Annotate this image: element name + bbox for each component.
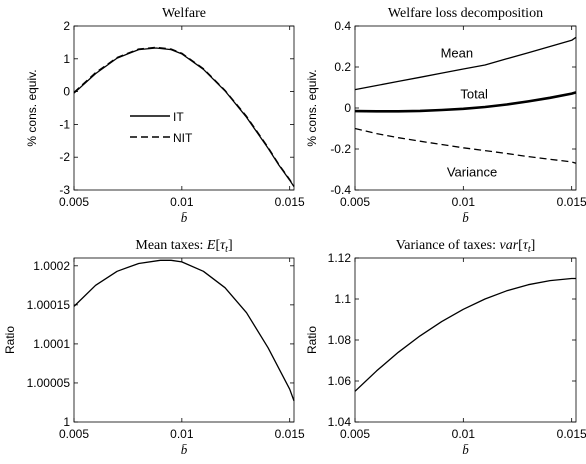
decomposition-x-tick-label: 0.005 xyxy=(340,195,370,209)
welfare-legend-label-nit: NIT xyxy=(173,131,193,145)
mean-taxes-x-tick-label: 0.01 xyxy=(170,427,194,441)
decomposition-x-tick-label: 0.01 xyxy=(452,195,476,209)
variance-taxes-y-tick-label: 1.1 xyxy=(334,292,351,306)
decomposition-title: Welfare loss decomposition xyxy=(388,6,543,21)
welfare-y-tick-label: 0 xyxy=(63,85,70,99)
decomposition-y-tick-label: 0.2 xyxy=(334,60,351,74)
decomposition-series-mean-line xyxy=(354,36,577,91)
variance-taxes-x-axis-label: b̄ xyxy=(462,442,469,457)
welfare-x-axis-label: b̄ xyxy=(181,210,188,225)
decomposition-x-tick-label: 0.015 xyxy=(557,195,586,209)
mean-taxes-title: Mean taxes: E[τt] xyxy=(135,238,232,255)
decomposition-y-tick-label: 0 xyxy=(344,101,351,115)
mean-taxes-y-tick-label: 1.00005 xyxy=(27,376,71,390)
welfare-legend-label-it: IT xyxy=(173,110,184,124)
mean-taxes-y-tick-label: 1 xyxy=(63,415,70,429)
welfare-series-nit-line xyxy=(73,46,295,187)
mean-taxes-y-tick-label: 1.0001 xyxy=(33,337,70,351)
variance-taxes-y-tick-label: 1.06 xyxy=(328,374,352,388)
decomposition-y-tick-label: -0.2 xyxy=(330,142,351,156)
welfare-y-tick-label: 1 xyxy=(63,52,70,66)
decomposition-panel: Welfare loss decomposition 0.005 0.01 0.015… xyxy=(305,6,586,225)
mean-taxes-panel: Mean taxes: E[τt] 0.005 0.01 0.015 1.0002 1.0… xyxy=(3,238,305,457)
variance-taxes-y-axis-label: Ratio xyxy=(305,326,319,354)
mean-taxes-x-axis-label: b̄ xyxy=(181,442,188,457)
decomposition-x-axis-label: b̄ xyxy=(462,210,469,225)
variance-taxes-x-tick-label: 0.005 xyxy=(340,427,370,441)
variance-taxes-y-tick-label: 1.08 xyxy=(328,333,352,347)
welfare-x-tick-label: 0.01 xyxy=(170,195,194,209)
mean-taxes-series-0-line xyxy=(73,259,295,402)
welfare-y-axis-label: % cons. equiv. xyxy=(25,69,39,146)
decomposition-series-total-line xyxy=(354,91,577,113)
decomposition-annotation-mean: Mean xyxy=(441,46,474,61)
welfare-x-tick-label: 0.015 xyxy=(275,195,305,209)
welfare-legend: IT NIT xyxy=(130,110,193,145)
welfare-title: Welfare xyxy=(162,6,206,21)
mean-taxes-y-axis-label: Ratio xyxy=(3,326,17,354)
decomposition-series-variance-line xyxy=(354,127,577,164)
variance-taxes-y-tick-label: 1.12 xyxy=(328,251,352,265)
variance-taxes-y-tick-label: 1.04 xyxy=(328,415,352,429)
variance-taxes-x-tick-label: 0.015 xyxy=(557,427,586,441)
mean-taxes-y-tick-label: 1.0002 xyxy=(33,259,70,273)
welfare-series-it-line xyxy=(73,47,295,188)
variance-taxes-series-0-line xyxy=(354,277,576,392)
welfare-y-tick-label: -1 xyxy=(59,117,70,131)
welfare-axes-frame xyxy=(73,25,295,191)
welfare-y-tick-label: -3 xyxy=(59,183,70,197)
mean-taxes-x-tick-label: 0.015 xyxy=(275,427,305,441)
welfare-y-tick-label: 2 xyxy=(63,19,70,33)
decomposition-y-axis-label: % cons. equiv. xyxy=(305,69,319,146)
mean-taxes-axes-frame xyxy=(73,257,295,423)
welfare-y-tick-label: -2 xyxy=(59,150,70,164)
welfare-x-tick-label: 0.005 xyxy=(59,195,89,209)
variance-taxes-panel: Variance of taxes: var[τt] 0.005 0.01 0.015… xyxy=(305,238,586,457)
welfare-panel: Welfare 0.005 0.01 0.015 2 1 0 -1 -2 -3 b̄ % cons. … xyxy=(25,6,305,225)
decomposition-y-tick-label: -0.4 xyxy=(330,183,351,197)
mean-taxes-y-tick-label: 1.00015 xyxy=(27,298,71,312)
variance-taxes-x-tick-label: 0.01 xyxy=(452,427,476,441)
variance-taxes-title: Variance of taxes: var[τt] xyxy=(396,238,536,255)
decomposition-annotation-total: Total xyxy=(460,87,488,102)
mean-taxes-x-tick-label: 0.005 xyxy=(59,427,89,441)
decomposition-annotation-variance: Variance xyxy=(447,165,497,180)
decomposition-y-tick-label: 0.4 xyxy=(334,19,351,33)
